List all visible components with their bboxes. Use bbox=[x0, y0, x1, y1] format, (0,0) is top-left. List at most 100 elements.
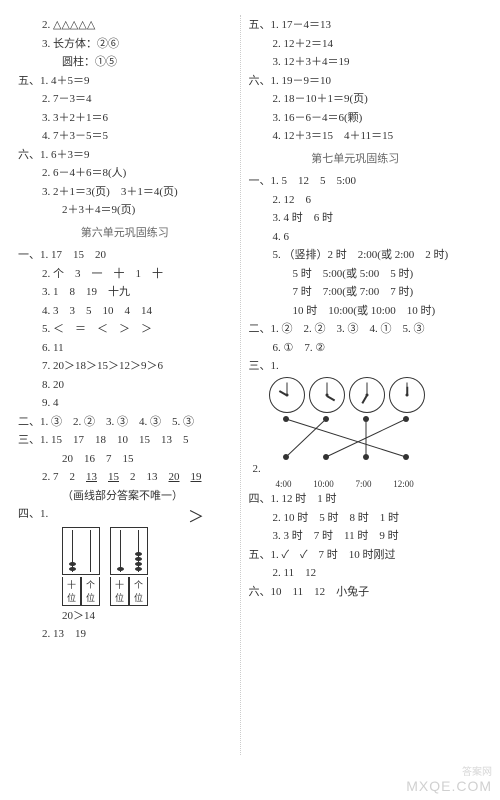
section-label: 三、 bbox=[249, 360, 271, 372]
section-5b: 五、1. ✓ ✓ 7 时 10 时刚过 bbox=[249, 547, 463, 564]
text: 1. ② 2. ② 3. ③ 4. ① 5. ③ bbox=[271, 323, 425, 335]
text-line: 3. 12＋3＋4＝19 bbox=[249, 54, 463, 71]
section-2: 二、1. ② 2. ② 3. ③ 4. ① 5. ③ bbox=[249, 321, 463, 338]
section-1: 一、1. 5 12 5 5:00 bbox=[249, 173, 463, 190]
text-line: 3. 1 8 19 十九 bbox=[18, 284, 232, 301]
section-label: 六、 bbox=[249, 75, 271, 87]
section-label: 五、 bbox=[249, 19, 271, 31]
text-line: 2. 13 19 bbox=[18, 626, 232, 643]
text: 1. 4＋5＝9 bbox=[40, 75, 90, 87]
clock-icon bbox=[269, 377, 305, 413]
text-line: 3. 3＋2＋1＝6 bbox=[18, 110, 232, 127]
abacus-row bbox=[62, 527, 232, 575]
text-line: 2. bbox=[249, 461, 463, 478]
text-line: 2. △△△△△ bbox=[18, 17, 232, 34]
note-line: （画线部分答案不唯一） bbox=[18, 488, 232, 505]
abacus-2 bbox=[110, 527, 148, 575]
section-6: 六、1. 19－9＝10 bbox=[249, 73, 463, 90]
text-line: 20＞14 bbox=[18, 608, 232, 625]
text-line: 4. 3 3 5 10 4 14 bbox=[18, 303, 232, 320]
section-3: 三、1. 15 17 18 10 15 13 5 bbox=[18, 432, 232, 449]
text: 10 11 12 小兔子 bbox=[271, 586, 370, 598]
text-line: 6. 11 bbox=[18, 340, 232, 357]
text-line: 2. 12 6 bbox=[249, 192, 463, 209]
section-6: 六、1. 6＋3＝9 bbox=[18, 147, 232, 164]
text-line: 7. 20＞18＞15＞12＞9＞6 bbox=[18, 358, 232, 375]
section-label: 六、 bbox=[249, 586, 271, 598]
time-label: 7:00 bbox=[349, 479, 379, 489]
page: 2. △△△△△ 3. 长方体：②⑥ 圆柱：①⑤ 五、1. 4＋5＝9 2. 7… bbox=[0, 0, 480, 770]
underlined-text: 15 bbox=[108, 471, 119, 483]
text-line: 3. 3 时 7 时 11 时 9 时 bbox=[249, 528, 463, 545]
text: 1. bbox=[271, 360, 279, 372]
place-label: 十位 bbox=[110, 577, 129, 606]
text-line: 2. 7－3＝4 bbox=[18, 91, 232, 108]
text: 2. bbox=[249, 463, 261, 475]
text-line: 8. 20 bbox=[18, 377, 232, 394]
text-line: 2. 6－4＋6＝8(人) bbox=[18, 165, 232, 182]
text: 1. 17－4＝13 bbox=[271, 19, 332, 31]
underlined-text: 19 bbox=[191, 471, 202, 483]
unit-heading: 第六单元巩固练习 bbox=[18, 225, 232, 242]
text: 1. bbox=[40, 508, 48, 520]
underlined-text: 20 bbox=[169, 471, 180, 483]
text-line: 20 16 7 15 bbox=[18, 451, 232, 468]
text-line: 5. （竖排）2 时 2:00(或 2:00 2 时) bbox=[249, 247, 463, 264]
section-2: 二、1. ③ 2. ② 3. ③ 4. ③ 5. ③ bbox=[18, 414, 232, 431]
text-line: 6. ① 7. ② bbox=[249, 340, 463, 357]
text-line: 圆柱：①⑤ bbox=[18, 54, 232, 71]
text-line: 2. 12＋2＝14 bbox=[249, 36, 463, 53]
text: 1. ✓ ✓ 7 时 10 时刚过 bbox=[271, 549, 396, 561]
clock-row bbox=[269, 377, 463, 413]
match-labels: 4:00 10:00 7:00 12:00 bbox=[269, 479, 463, 489]
section-5: 五、1. 17－4＝13 bbox=[249, 17, 463, 34]
text-line: 2. 10 时 5 时 8 时 1 时 bbox=[249, 510, 463, 527]
section-label: 三、 bbox=[18, 434, 40, 446]
text-line: 2. 11 12 bbox=[249, 565, 463, 582]
text: 2 13 bbox=[119, 471, 169, 483]
underlined-text: 13 bbox=[86, 471, 97, 483]
text-line: 5. ＜ ＝ ＜ ＞ ＞ bbox=[18, 321, 232, 338]
greater-than-sign: ＞ bbox=[188, 506, 204, 530]
text-line: 4. 6 bbox=[249, 229, 463, 246]
abacus-rod bbox=[111, 528, 129, 574]
clock-icon bbox=[309, 377, 345, 413]
text-line: 2. 7 2 13 15 2 13 20 19 bbox=[18, 469, 232, 486]
section-label: 二、 bbox=[18, 416, 40, 428]
text-line: 3. 长方体：②⑥ bbox=[18, 36, 232, 53]
clock-icon bbox=[389, 377, 425, 413]
text-line: 10 时 10:00(或 10:00 10 时) bbox=[249, 303, 463, 320]
text: 1. 15 17 18 10 15 13 5 bbox=[40, 434, 189, 446]
text-line: 2. 个 3 一 十 1 十 bbox=[18, 266, 232, 283]
time-label: 4:00 bbox=[269, 479, 299, 489]
text-line: 3. 16－6－4＝6(颗) bbox=[249, 110, 463, 127]
text-line: 4. 7＋3－5＝5 bbox=[18, 128, 232, 145]
section-label: 四、 bbox=[18, 508, 40, 520]
section-4: 四、1. ＞ bbox=[18, 506, 232, 523]
place-label: 十位 bbox=[62, 577, 81, 606]
watermark-icon: 答案网 bbox=[462, 763, 492, 778]
section-4: 四、1. 12 时 1 时 bbox=[249, 491, 463, 508]
section-5: 五、1. 4＋5＝9 bbox=[18, 73, 232, 90]
text: 2. 7 2 bbox=[42, 471, 86, 483]
text: 1. 19－9＝10 bbox=[271, 75, 332, 87]
text-line: 2. 18－10＋1＝9(页) bbox=[249, 91, 463, 108]
matching-diagram bbox=[269, 413, 429, 463]
text: 1. 17 15 20 bbox=[40, 249, 106, 261]
text-line: 7 时 7:00(或 7:00 7 时) bbox=[249, 284, 463, 301]
section-label: 一、 bbox=[249, 175, 271, 187]
place-label: 个位 bbox=[81, 577, 100, 606]
abacus-rod bbox=[63, 528, 81, 574]
section-1: 一、1. 17 15 20 bbox=[18, 247, 232, 264]
time-label: 10:00 bbox=[309, 479, 339, 489]
text-line: 3. 2＋1＝3(页) 3＋1＝4(页) bbox=[18, 184, 232, 201]
abacus-labels: 十位个位 十位个位 bbox=[62, 577, 232, 606]
section-label: 六、 bbox=[18, 149, 40, 161]
section-label: 五、 bbox=[18, 75, 40, 87]
text-line: 5 时 5:00(或 5:00 5 时) bbox=[249, 266, 463, 283]
left-column: 2. △△△△△ 3. 长方体：②⑥ 圆柱：①⑤ 五、1. 4＋5＝9 2. 7… bbox=[10, 15, 240, 755]
text: 1. 6＋3＝9 bbox=[40, 149, 90, 161]
text: 1. ③ 2. ② 3. ③ 4. ③ 5. ③ bbox=[40, 416, 194, 428]
text: 1. 12 时 1 时 bbox=[271, 493, 337, 505]
section-label: 四、 bbox=[249, 493, 271, 505]
